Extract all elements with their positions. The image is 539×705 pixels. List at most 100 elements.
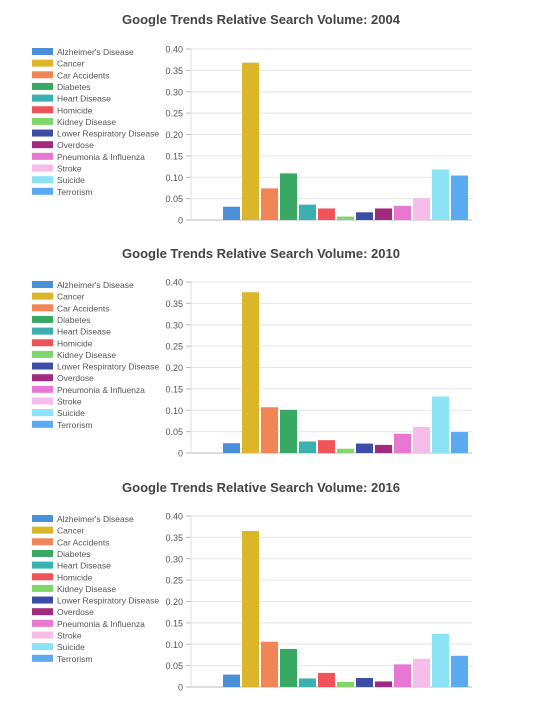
bar[interactable]	[337, 681, 354, 687]
bar[interactable]	[375, 681, 392, 687]
bar[interactable]	[413, 658, 430, 687]
bar[interactable]	[261, 188, 278, 220]
bar[interactable]	[451, 432, 468, 453]
legend-swatch	[32, 187, 53, 195]
bar[interactable]	[375, 208, 392, 220]
bar[interactable]	[280, 648, 297, 687]
legend-label[interactable]: Suicide	[57, 408, 85, 418]
legend-swatch	[32, 176, 53, 184]
bar[interactable]	[337, 216, 354, 220]
legend-label[interactable]: Car Accidents	[57, 537, 109, 547]
legend-label[interactable]: Diabetes	[57, 549, 91, 559]
legend-label[interactable]: Heart Disease	[57, 561, 111, 571]
legend-label[interactable]: Car Accidents	[57, 70, 109, 80]
legend-label[interactable]: Kidney Disease	[57, 117, 116, 127]
legend-swatch	[32, 117, 53, 125]
bar[interactable]	[318, 672, 335, 687]
legend-label[interactable]: Diabetes	[57, 315, 91, 325]
bar[interactable]	[318, 208, 335, 220]
legend-swatch	[32, 515, 53, 522]
legend-swatch	[32, 573, 53, 581]
bar[interactable]	[299, 204, 316, 220]
legend-label[interactable]: Cancer	[57, 292, 85, 302]
bar[interactable]	[261, 641, 278, 687]
legend-label[interactable]: Lower Respiratory Disease	[57, 596, 159, 606]
bar[interactable]	[413, 426, 430, 453]
legend-swatch	[32, 106, 53, 114]
legend-label[interactable]: Homicide	[57, 105, 93, 115]
legend-label[interactable]: Heart Disease	[57, 327, 111, 337]
bar[interactable]	[299, 441, 316, 453]
y-tick-label: 0.20	[165, 597, 183, 607]
legend-label[interactable]: Alzheimer's Disease	[57, 514, 134, 524]
bar[interactable]	[413, 198, 430, 220]
legend-label[interactable]: Homicide	[57, 338, 93, 348]
legend-label[interactable]: Overdose	[57, 607, 94, 617]
chart-3: Google Trends Relative Search Volume: 20…	[32, 480, 472, 693]
bar[interactable]	[394, 433, 411, 453]
legend-label[interactable]: Pneumonia & Influenza	[57, 619, 145, 629]
bar[interactable]	[394, 664, 411, 687]
legend-label[interactable]: Suicide	[57, 642, 85, 652]
legend-swatch	[32, 385, 53, 393]
bar[interactable]	[223, 443, 240, 453]
legend-swatch	[32, 374, 53, 382]
bar[interactable]	[280, 409, 297, 453]
bar[interactable]	[242, 530, 259, 687]
bar[interactable]	[394, 205, 411, 220]
bar[interactable]	[375, 444, 392, 453]
legend-label[interactable]: Terrorism	[57, 420, 92, 430]
bar[interactable]	[356, 678, 373, 687]
bar[interactable]	[242, 292, 259, 453]
legend-swatch	[32, 59, 53, 67]
legend-label[interactable]: Overdose	[57, 373, 94, 383]
legend-label[interactable]: Homicide	[57, 572, 93, 582]
bar[interactable]	[318, 440, 335, 453]
legend-swatch	[32, 94, 53, 102]
legend-label[interactable]: Stroke	[57, 164, 82, 174]
y-tick-label: 0.05	[165, 194, 183, 204]
legend-label[interactable]: Stroke	[57, 631, 82, 641]
legend-label[interactable]: Cancer	[57, 526, 85, 536]
legend-swatch	[32, 141, 53, 149]
legend-label[interactable]: Heart Disease	[57, 94, 111, 104]
legend-label[interactable]: Alzheimer's Disease	[57, 47, 134, 57]
bar[interactable]	[261, 407, 278, 453]
bar[interactable]	[223, 206, 240, 220]
legend-swatch	[32, 292, 53, 300]
y-tick-label: 0.30	[165, 87, 183, 97]
bar[interactable]	[432, 169, 449, 220]
bar[interactable]	[432, 633, 449, 687]
bar[interactable]	[280, 173, 297, 220]
legend-label[interactable]: Car Accidents	[57, 303, 109, 313]
legend-label[interactable]: Lower Respiratory Disease	[57, 362, 159, 372]
y-tick-label: 0.30	[165, 554, 183, 564]
legend-label[interactable]: Alzheimer's Disease	[57, 280, 134, 290]
legend-label[interactable]: Terrorism	[57, 187, 92, 197]
legend-label[interactable]: Overdose	[57, 140, 94, 150]
bar[interactable]	[451, 175, 468, 220]
legend-swatch	[32, 549, 53, 557]
bar[interactable]	[337, 448, 354, 453]
bar[interactable]	[451, 655, 468, 687]
legend-label[interactable]: Cancer	[57, 59, 85, 69]
legend-label[interactable]: Kidney Disease	[57, 350, 116, 360]
y-tick-label: 0.10	[165, 406, 183, 416]
chart-1: Google Trends Relative Search Volume: 20…	[32, 12, 472, 226]
bar[interactable]	[242, 62, 259, 221]
legend-swatch	[32, 596, 53, 604]
bar[interactable]	[356, 443, 373, 453]
legend-label[interactable]: Pneumonia & Influenza	[57, 152, 145, 162]
legend-label[interactable]: Suicide	[57, 175, 85, 185]
legend-label[interactable]: Stroke	[57, 397, 82, 407]
bar[interactable]	[356, 212, 373, 220]
legend-label[interactable]: Diabetes	[57, 82, 91, 92]
bar[interactable]	[223, 674, 240, 687]
legend-label[interactable]: Pneumonia & Influenza	[57, 385, 145, 395]
chart-title: Google Trends Relative Search Volume: 20…	[122, 480, 400, 495]
bar[interactable]	[299, 678, 316, 687]
legend-label[interactable]: Kidney Disease	[57, 584, 116, 594]
bar[interactable]	[432, 396, 449, 453]
legend-label[interactable]: Lower Respiratory Disease	[57, 129, 159, 139]
legend-label[interactable]: Terrorism	[57, 654, 92, 664]
